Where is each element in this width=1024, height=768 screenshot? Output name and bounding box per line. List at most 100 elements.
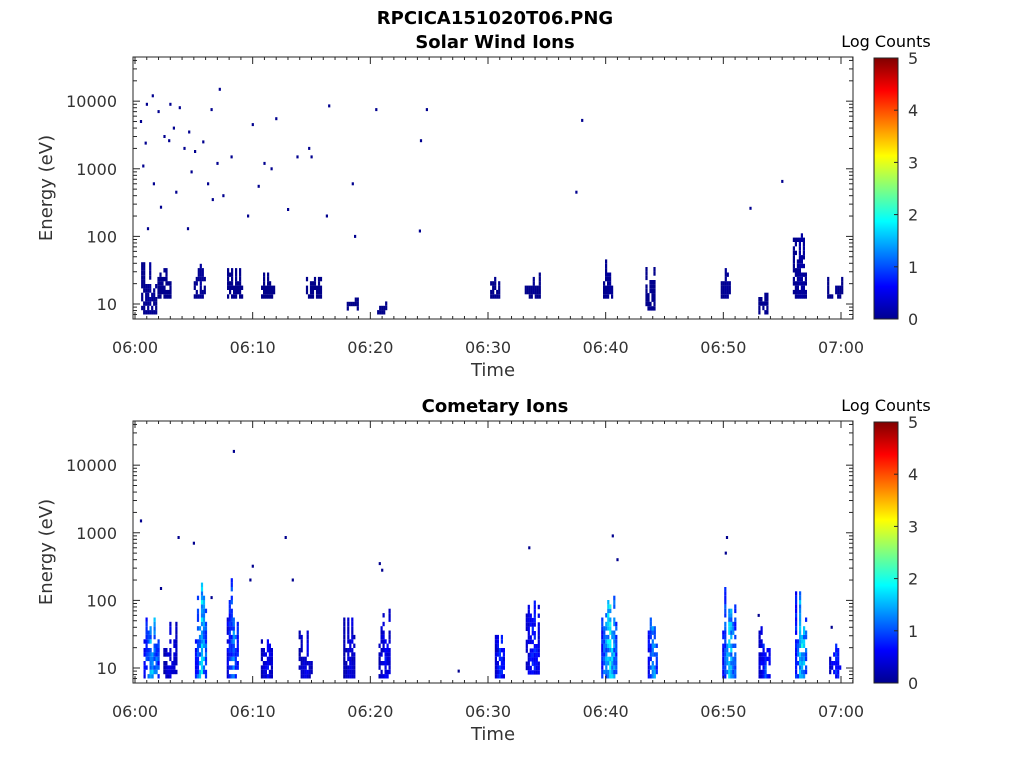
burst [603, 259, 614, 299]
heatmap-cell [494, 276, 497, 282]
heatmap-cell [525, 661, 528, 666]
heatmap-cell [198, 652, 202, 657]
heatmap-cell [143, 270, 146, 276]
heatmap-cell [494, 665, 497, 670]
heatmap-cell [799, 643, 802, 648]
heatmap-cell [199, 289, 202, 295]
heatmap-cell [500, 639, 503, 644]
heatmap-cell [382, 639, 385, 644]
heatmap-cell [149, 669, 152, 675]
heatmap-cell [799, 661, 802, 666]
heatmap-cell [153, 669, 156, 675]
heatmap-cell [537, 665, 540, 671]
heatmap-cell [615, 621, 618, 627]
heatmap-cell [198, 674, 202, 679]
heatmap-cell [378, 665, 381, 670]
heatmap-cell [494, 656, 497, 662]
heatmap-cell [196, 613, 200, 618]
heatmap-cell [319, 289, 323, 295]
heatmap-cell [343, 665, 346, 670]
heatmap-cell [200, 582, 204, 587]
heatmap-cell [141, 279, 144, 284]
heatmap-cell [607, 613, 610, 618]
heatmap-cell [534, 289, 537, 295]
heatmap-cell [141, 284, 144, 289]
heatmap-cell [502, 656, 505, 662]
heatmap-cell [145, 652, 148, 657]
heatmap-cell [801, 643, 804, 648]
x-tick-label: 06:50 [700, 702, 746, 721]
heatmap-cell [527, 617, 530, 623]
heatmap-cell [265, 285, 268, 290]
heatmap-cell [722, 630, 725, 635]
heatmap-cell [270, 652, 273, 657]
heatmap-cell [145, 301, 148, 306]
heatmap-cell [722, 661, 725, 666]
heatmap-cell [537, 622, 540, 627]
heatmap-cell [607, 604, 610, 609]
heatmap-cell [647, 643, 650, 648]
heatmap-cell [728, 281, 731, 286]
heatmap-cell [730, 613, 733, 618]
colorbar-tick-label: 5 [908, 413, 918, 432]
x-tick-label: 06:50 [700, 338, 746, 357]
heatmap-cell [525, 665, 528, 671]
heatmap-cell [535, 661, 538, 666]
heatmap-cell [649, 648, 652, 653]
heatmap-cell [801, 634, 804, 640]
heatmap-cell [343, 621, 346, 627]
heatmap-cell [799, 656, 802, 662]
heatmap-cell [730, 656, 733, 662]
heatmap-cell [732, 656, 735, 662]
heatmap-cell [196, 656, 200, 662]
heatmap-cell [159, 276, 162, 282]
heatmap-cell [149, 288, 152, 293]
burst [645, 267, 656, 311]
heatmap-cell [490, 281, 493, 286]
heatmap-cell [796, 268, 799, 273]
heatmap-cell [173, 643, 176, 648]
heatmap-cell [153, 656, 156, 662]
heatmap-cell [270, 669, 273, 675]
heatmap-cell [157, 294, 160, 299]
heatmap-cell [760, 639, 763, 644]
heatmap-cell [611, 648, 614, 653]
heatmap-cell [382, 630, 385, 635]
heatmap-cell [798, 250, 801, 256]
heatmap-cell [349, 661, 352, 666]
heatmap-cell [163, 285, 166, 290]
heatmap-cell [149, 656, 152, 662]
heatmap-cell [228, 621, 231, 627]
heatmap-cell [645, 271, 648, 276]
heatmap-cell [766, 656, 769, 662]
heatmap-cell [645, 288, 648, 294]
heatmap-cell [603, 661, 606, 666]
y-tick-label: 10 [97, 659, 117, 678]
heatmap-cell [760, 297, 763, 302]
heatmap-cell [609, 643, 612, 648]
heatmap-cell [200, 587, 204, 592]
heatmap-cell [524, 285, 527, 290]
heatmap-cell [270, 661, 273, 666]
heatmap-cell [262, 674, 265, 679]
heatmap-cell [345, 661, 348, 666]
heatmap-cell [388, 648, 391, 653]
heatmap-cell [233, 289, 236, 295]
panel-title: Solar Wind Ions [415, 32, 574, 53]
heatmap-cell [159, 289, 162, 295]
heatmap-cell [827, 294, 830, 299]
heatmap-cell [147, 652, 150, 657]
heatmap-cell [653, 280, 656, 285]
heatmap-cell [799, 669, 802, 675]
heatmap-cell [538, 285, 541, 290]
heatmap-cell [605, 259, 608, 264]
heatmap-cell [234, 634, 237, 640]
heatmap-cell [533, 617, 536, 623]
y-tick-label: 10000 [66, 456, 117, 475]
heatmap-cell [234, 661, 237, 666]
colorbar-tick-label: 0 [908, 310, 918, 329]
heatmap-cell [802, 294, 805, 299]
heatmap-cell [153, 310, 156, 315]
heatmap-cell [199, 272, 202, 277]
heatmap-cell [615, 643, 618, 648]
